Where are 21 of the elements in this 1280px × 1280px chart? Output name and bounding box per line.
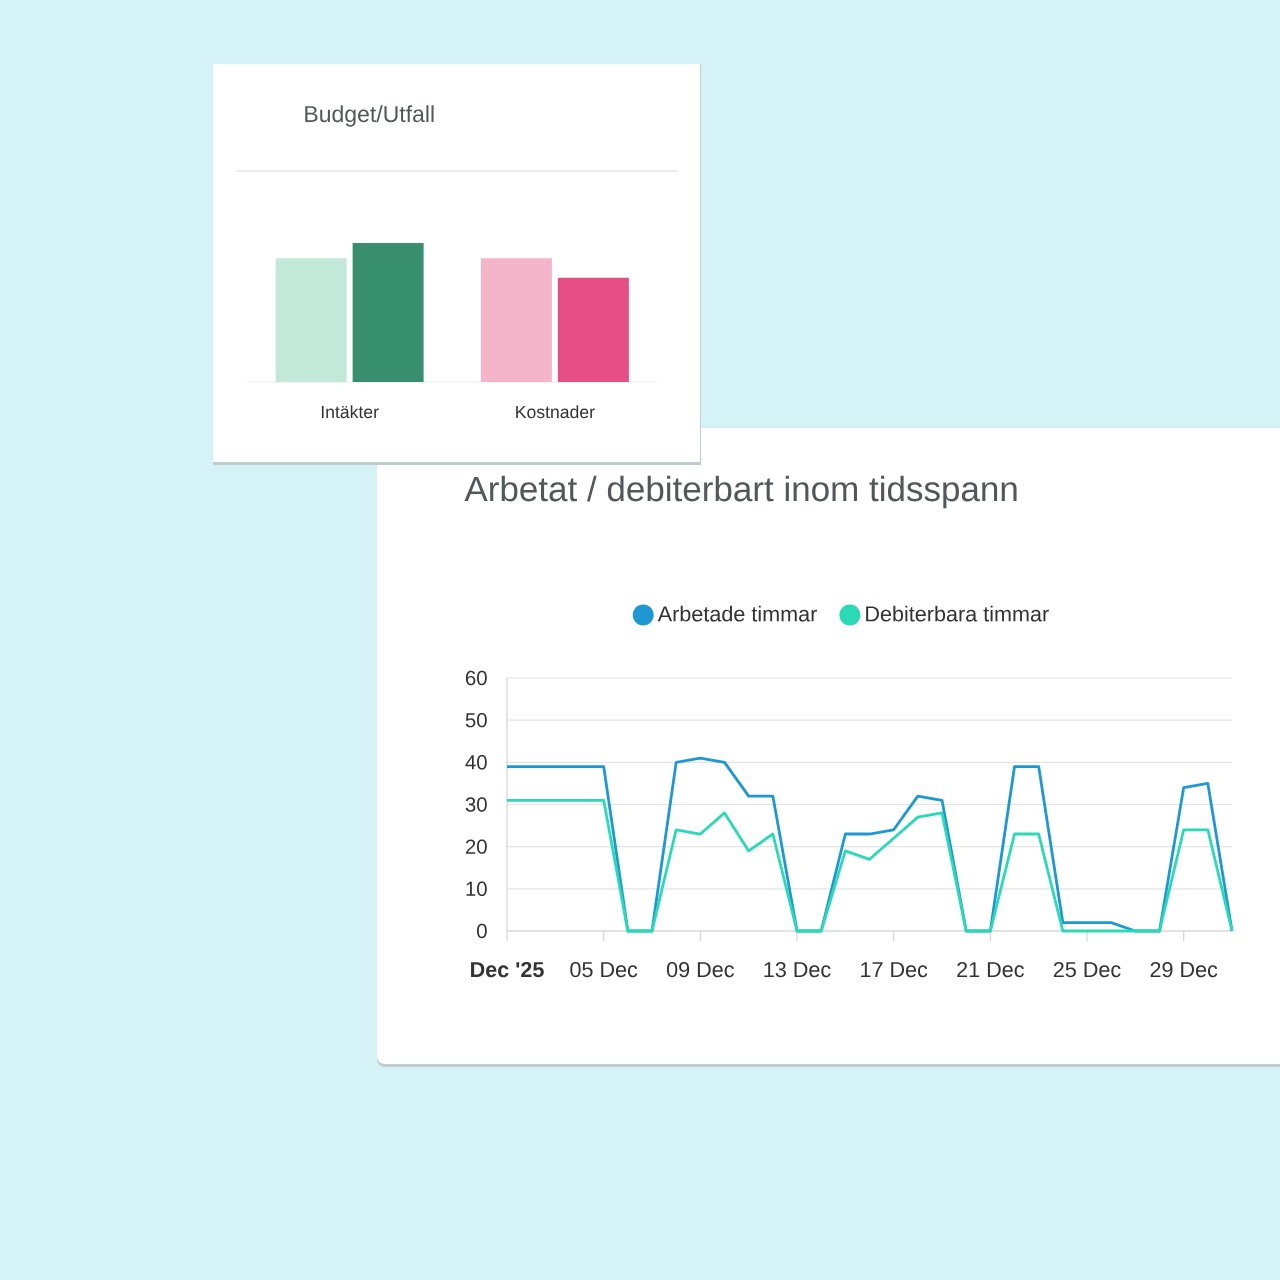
x-tick-label: 21 Dec <box>957 961 1024 978</box>
x-tick-label: 29 Dec <box>1150 961 1218 978</box>
x-tick-label: 13 Dec <box>764 961 831 978</box>
chart-title: Budget/Utfall <box>305 105 434 127</box>
legend-label: Arbetade timmar <box>657 605 817 622</box>
legend-label: Debiterbara timmar <box>866 605 1049 622</box>
x-tick-label: 05 Dec <box>570 961 638 978</box>
x-tick-label: Intäkter <box>321 405 379 419</box>
y-tick-label: 30 <box>465 797 487 812</box>
y-tick-label: 40 <box>465 755 487 770</box>
x-tick-label: Dec '25 <box>471 961 544 978</box>
y-tick-label: 0 <box>477 923 487 939</box>
y-tick-label: 60 <box>465 670 487 686</box>
y-tick-label: 50 <box>465 712 487 728</box>
x-tick-label: 17 Dec <box>861 962 928 978</box>
chart-title: Arbetat / debiterbart inom tidsspann <box>464 475 1017 509</box>
x-tick-label: 25 Dec <box>1053 961 1121 978</box>
y-tick-label: 10 <box>466 881 487 897</box>
x-tick-label: Kostnader <box>516 405 595 419</box>
y-tick-label: 20 <box>465 839 487 854</box>
x-tick-label: 09 Dec <box>666 961 734 978</box>
